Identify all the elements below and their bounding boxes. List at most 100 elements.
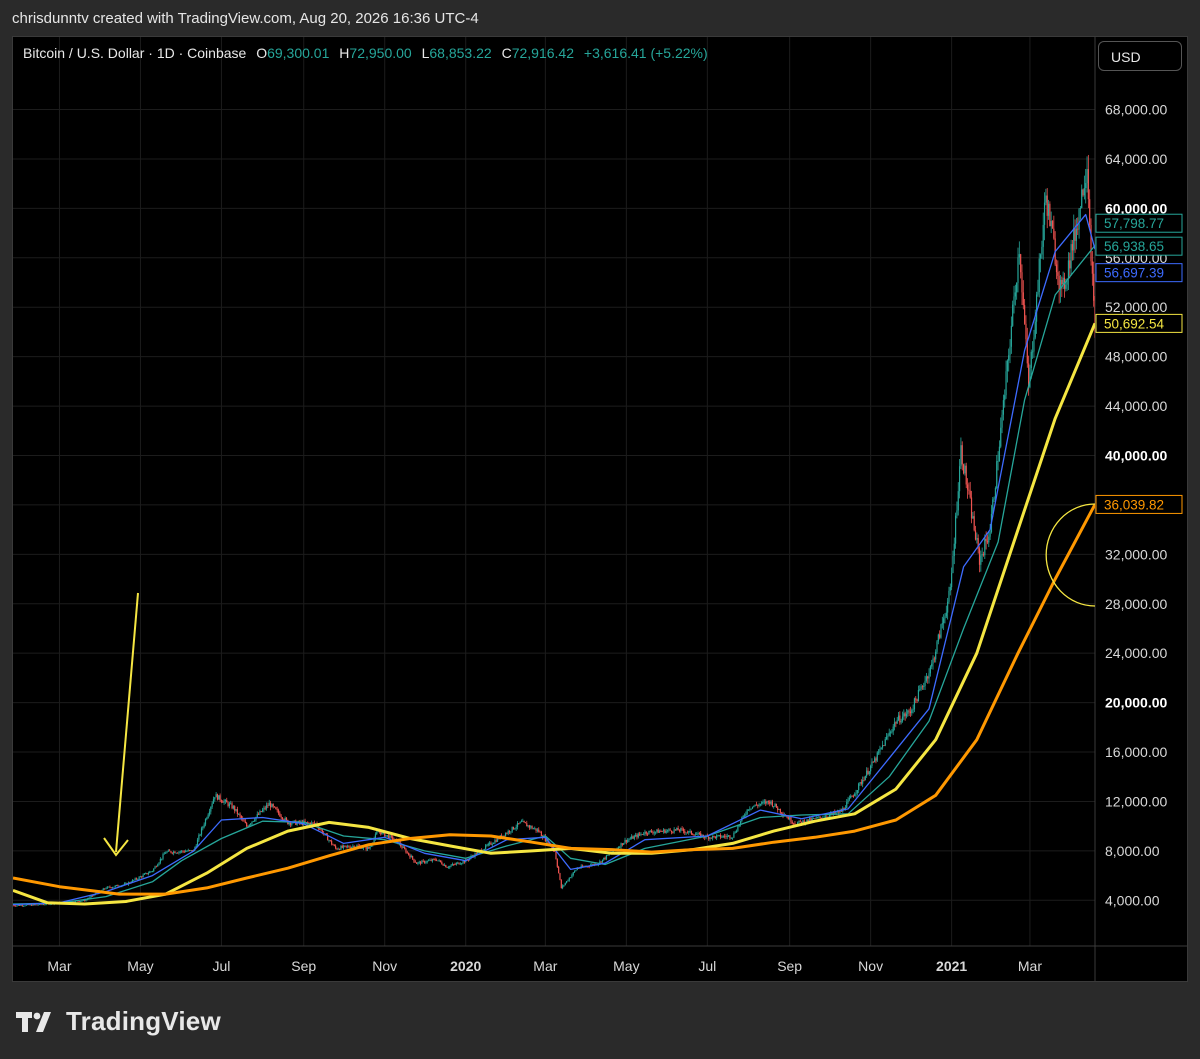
footer-bar xyxy=(0,982,1200,1059)
candle-body xyxy=(1047,203,1050,216)
candle-body xyxy=(85,899,87,901)
candle-body xyxy=(605,855,608,859)
candle-body xyxy=(388,835,390,839)
candle-body xyxy=(676,827,678,830)
candle-body xyxy=(15,905,17,907)
x-tick-label: Nov xyxy=(372,958,397,974)
candle-body xyxy=(758,804,760,806)
candle-body xyxy=(191,850,193,852)
candle-body xyxy=(913,698,916,710)
candle-body xyxy=(332,844,334,846)
candle-body xyxy=(569,877,572,879)
candle-body xyxy=(998,446,1001,461)
candle-body xyxy=(520,821,523,823)
candle-body xyxy=(495,840,497,842)
candle-body xyxy=(34,904,37,906)
candle-body xyxy=(288,822,290,825)
candle-body xyxy=(811,818,813,821)
candle-body xyxy=(348,846,350,848)
candle-body xyxy=(361,848,363,849)
candle-body xyxy=(1090,224,1092,262)
candle-body xyxy=(965,465,967,485)
candle-body xyxy=(591,864,593,866)
candle-body xyxy=(113,886,115,888)
candle-body xyxy=(147,873,150,875)
candle-body xyxy=(489,842,491,844)
candle-body xyxy=(770,801,772,804)
candle-body xyxy=(712,835,714,839)
candle-body xyxy=(826,816,828,818)
candle-body xyxy=(745,814,747,816)
candle-body xyxy=(866,770,868,776)
candle-body xyxy=(771,801,773,807)
candle-body xyxy=(273,806,276,808)
candle-body xyxy=(503,835,505,837)
candle-body xyxy=(731,837,734,839)
candle-body xyxy=(556,859,558,867)
candle-body xyxy=(1061,279,1063,285)
candle-body xyxy=(1045,195,1047,203)
candle-body xyxy=(1094,300,1095,332)
candle-body xyxy=(723,835,726,837)
candle-body xyxy=(381,832,383,835)
candle-body xyxy=(670,830,673,833)
ma-teal-line-price-label: 57,798.77 xyxy=(1104,216,1164,231)
candle-body xyxy=(709,837,711,840)
candle-body xyxy=(430,859,432,861)
candle-body xyxy=(276,809,278,811)
candle-body xyxy=(665,830,667,833)
candle-body xyxy=(414,861,416,863)
candle-body xyxy=(654,831,657,833)
candle-body xyxy=(952,555,954,574)
candle-body xyxy=(80,901,82,902)
candle-body xyxy=(179,851,181,853)
candle-body xyxy=(662,829,665,832)
candle-body xyxy=(331,840,333,845)
candle-body xyxy=(238,813,240,815)
candle-body xyxy=(775,803,777,808)
candle-body xyxy=(19,905,21,906)
candle-body xyxy=(843,808,845,810)
candle-body xyxy=(686,832,689,834)
candle-body xyxy=(357,845,359,847)
candle-body xyxy=(111,887,114,889)
y-tick-label: 60,000.00 xyxy=(1105,200,1167,216)
chart-frame[interactable] xyxy=(12,36,1188,982)
candle-body xyxy=(876,752,878,761)
y-tick-label: 48,000.00 xyxy=(1105,349,1167,365)
candle-body xyxy=(743,815,746,817)
candle-body xyxy=(955,515,957,544)
candle-body xyxy=(694,834,696,836)
candle-body xyxy=(519,821,521,824)
candle-body xyxy=(429,859,431,861)
candle-body xyxy=(421,860,423,864)
candle-body xyxy=(89,896,91,899)
x-tick-label: Jul xyxy=(698,958,716,974)
candle-body xyxy=(759,803,762,805)
candle-body xyxy=(496,837,499,842)
candle-body xyxy=(1012,304,1014,326)
candle-body xyxy=(494,840,496,844)
candle-body xyxy=(751,806,754,809)
candle-body xyxy=(901,716,904,722)
candle-body xyxy=(445,865,447,868)
candle-body xyxy=(105,888,107,890)
candle-body xyxy=(1010,325,1012,347)
candle-body xyxy=(818,816,820,818)
candle-body xyxy=(293,820,296,822)
candle-body xyxy=(451,864,454,866)
candle-body xyxy=(633,836,635,839)
candle-body xyxy=(461,863,463,865)
candle-body xyxy=(978,548,981,565)
candle-body xyxy=(571,874,573,878)
candle-body xyxy=(798,820,800,823)
candle-body xyxy=(415,862,418,864)
candle-body xyxy=(718,834,720,836)
candle-body xyxy=(422,860,424,862)
tradingview-logo[interactable]: TradingView xyxy=(16,1006,221,1037)
candle-body xyxy=(746,809,748,815)
currency-button[interactable]: USD xyxy=(1098,41,1182,71)
price-labels: 57,798.77 56,697.39 50,692.54 36,039.82 56,9… xyxy=(1095,213,1183,514)
candle-body xyxy=(575,870,577,872)
